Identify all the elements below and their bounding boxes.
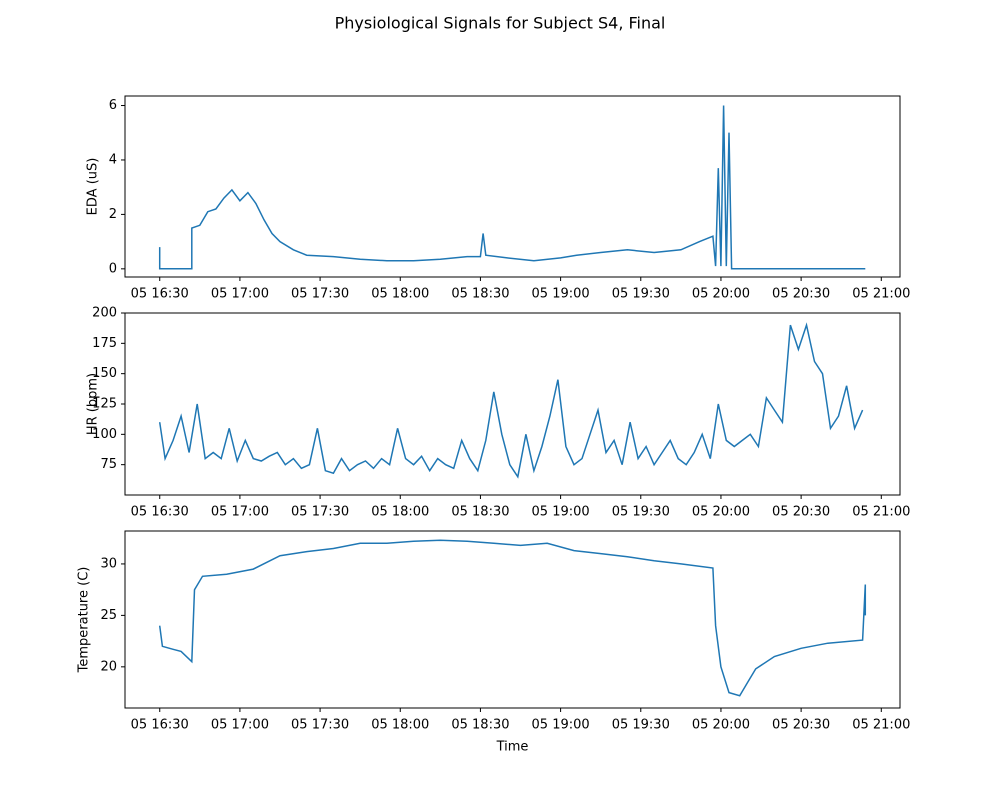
x-tick-label: 05 21:00 — [852, 287, 910, 302]
x-tick-label: 05 17:00 — [211, 718, 269, 733]
y-tick-label: 0 — [109, 261, 117, 276]
x-tick-label: 05 18:00 — [371, 287, 429, 302]
x-tick-label: 05 19:00 — [532, 505, 590, 520]
x-tick-label: 05 18:30 — [451, 718, 509, 733]
x-tick-label: 05 19:30 — [612, 505, 670, 520]
axes-frame — [124, 95, 901, 278]
signal-line — [158, 322, 864, 479]
x-tick-label: 05 17:00 — [211, 505, 269, 520]
y-tick-label: 200 — [92, 306, 117, 321]
y-tick-label: 20 — [100, 659, 117, 674]
x-tick-label: 05 20:00 — [692, 718, 750, 733]
x-tick-label: 05 17:30 — [291, 505, 349, 520]
x-tick-label: 05 20:30 — [772, 505, 830, 520]
x-tick-label: 05 17:00 — [211, 287, 269, 302]
x-tick-label: 05 20:00 — [692, 505, 750, 520]
y-tick-label: 30 — [100, 556, 117, 571]
axes-frame — [124, 312, 901, 496]
y-tick-label: 150 — [92, 366, 117, 381]
x-tick-label: 05 18:00 — [371, 505, 429, 520]
x-tick-label: 05 19:30 — [612, 718, 670, 733]
y-tick-label: 6 — [109, 98, 117, 113]
x-tick-label: 05 19:00 — [532, 718, 590, 733]
x-tick-label: 05 18:00 — [371, 718, 429, 733]
y-tick-label: 2 — [109, 207, 117, 222]
y-tick-label: 125 — [92, 397, 117, 412]
x-tick-label: 05 16:30 — [131, 718, 189, 733]
x-axis-label: Time — [496, 740, 529, 755]
x-tick-label: 05 16:30 — [131, 287, 189, 302]
y-tick-label: 75 — [100, 457, 117, 472]
y-tick-label: 4 — [109, 152, 117, 167]
x-tick-label: 05 21:00 — [852, 505, 910, 520]
x-tick-label: 05 17:30 — [291, 718, 349, 733]
x-tick-label: 05 19:30 — [612, 287, 670, 302]
y-axis-label: EDA (uS) — [86, 158, 101, 216]
signal-line — [158, 539, 867, 697]
y-tick-label: 25 — [100, 608, 117, 623]
y-axis-label: HR (bpm) — [86, 373, 101, 435]
x-tick-label: 05 18:30 — [451, 287, 509, 302]
x-tick-label: 05 20:30 — [772, 287, 830, 302]
axes-frame — [124, 530, 901, 709]
x-tick-label: 05 20:30 — [772, 718, 830, 733]
x-tick-label: 05 19:00 — [532, 287, 590, 302]
x-tick-label: 05 18:30 — [451, 505, 509, 520]
y-tick-label: 100 — [92, 427, 117, 442]
signal-line — [158, 105, 866, 270]
y-axis-label: Temperature (C) — [77, 567, 92, 674]
x-tick-label: 05 17:30 — [291, 287, 349, 302]
y-tick-label: 175 — [92, 336, 117, 351]
x-tick-label: 05 20:00 — [692, 287, 750, 302]
x-tick-label: 05 21:00 — [852, 718, 910, 733]
x-tick-label: 05 16:30 — [131, 505, 189, 520]
figure-title: Physiological Signals for Subject S4, Fi… — [335, 14, 666, 33]
